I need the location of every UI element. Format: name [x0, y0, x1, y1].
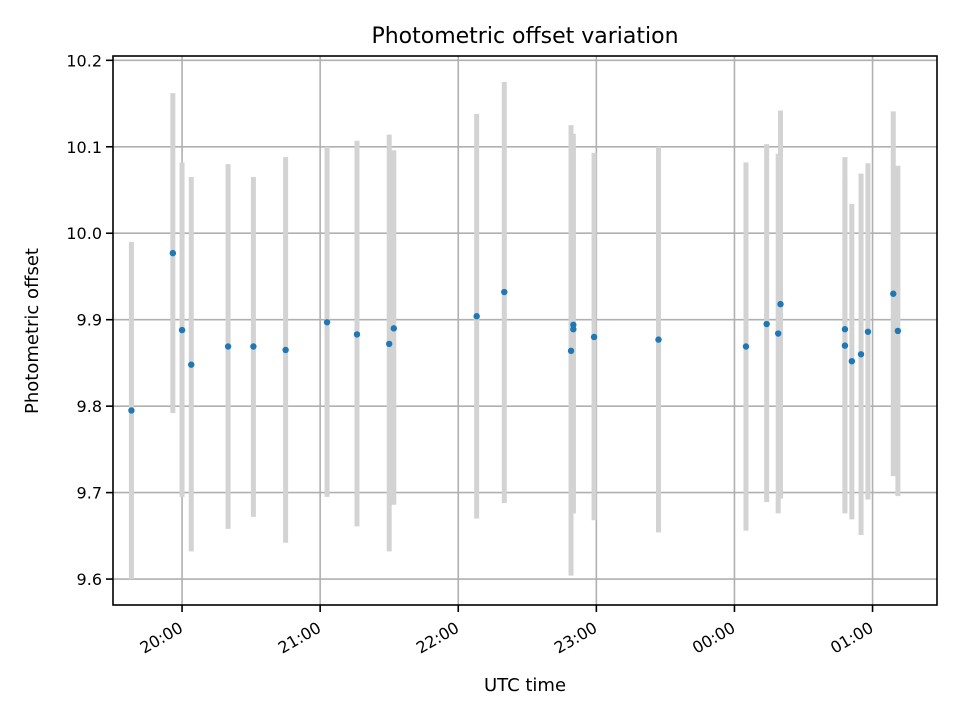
data-point: [390, 325, 398, 332]
data-point: [841, 342, 849, 349]
data-point: [224, 343, 232, 350]
data-point: [774, 330, 782, 337]
y-tick-label: 9.9: [77, 311, 102, 330]
data-point: [323, 319, 331, 326]
y-tick-label: 10.0: [66, 224, 102, 243]
data-point: [169, 249, 177, 257]
data-point: [567, 347, 575, 355]
data-point: [178, 326, 186, 334]
data-point: [590, 333, 598, 341]
data-point: [250, 343, 257, 350]
y-axis-label: Photometric offset: [22, 248, 43, 414]
data-point: [655, 336, 662, 343]
data-point: [501, 288, 508, 296]
data-points: [128, 249, 902, 414]
y-tick-label: 9.8: [77, 397, 102, 416]
data-point: [353, 331, 361, 338]
grid: [113, 56, 937, 605]
x-axis-label: UTC time: [484, 675, 566, 696]
data-point: [894, 327, 902, 335]
data-point: [848, 357, 856, 365]
chart-title: Photometric offset variation: [371, 24, 678, 49]
data-point: [570, 326, 577, 333]
data-point: [473, 313, 480, 320]
plot-frame: [112, 55, 938, 606]
data-point: [857, 351, 865, 358]
data-point: [777, 300, 784, 308]
data-point: [282, 346, 289, 354]
data-point: [742, 343, 750, 350]
y-tick-label: 10.2: [66, 51, 102, 70]
y-tick-label: 9.7: [77, 484, 102, 503]
data-point: [763, 320, 770, 328]
data-point: [841, 326, 849, 333]
data-point: [864, 328, 872, 335]
y-axis-ticks: 9.6 9.7 9.8 9.9 10.0 10.1 10.2: [66, 51, 113, 589]
data-point: [890, 290, 897, 297]
data-point: [128, 407, 135, 414]
data-point: [386, 340, 393, 348]
y-tick-label: 9.6: [77, 570, 102, 589]
y-tick-label: 10.1: [66, 138, 102, 157]
data-point: [188, 361, 195, 368]
